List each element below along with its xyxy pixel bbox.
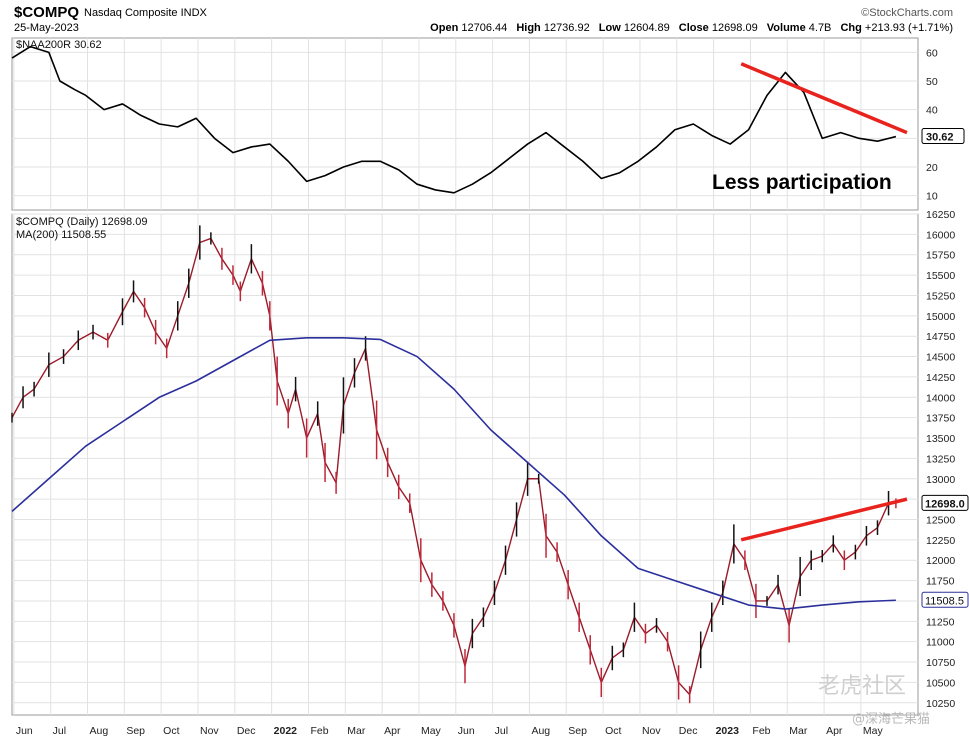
x-tick-label: Nov bbox=[200, 725, 219, 737]
x-tick-label: Dec bbox=[679, 725, 698, 737]
price-trendline bbox=[740, 497, 908, 542]
upper-y-tick-label: 40 bbox=[926, 105, 938, 117]
high-value: 12736.92 bbox=[543, 22, 590, 34]
x-tick-label: Feb bbox=[752, 725, 770, 737]
lower-y-tick-label: 12250 bbox=[926, 535, 955, 547]
close-label: Close bbox=[678, 22, 709, 34]
price-legend: $COMPQ (Daily) 12698.09 bbox=[16, 216, 147, 228]
chg-label: Chg bbox=[840, 22, 862, 34]
chg-value: +213.93 (+1.71%) bbox=[864, 22, 953, 34]
upper-y-tick-label: 20 bbox=[926, 162, 938, 174]
x-tick-label: Apr bbox=[384, 725, 401, 737]
x-tick-label: Jun bbox=[458, 725, 475, 737]
breadth-last-value: 30.62 bbox=[926, 132, 954, 144]
x-tick-label: Jul bbox=[53, 725, 66, 737]
lower-y-tick-label: 14500 bbox=[926, 352, 955, 364]
low-label: Low bbox=[598, 22, 621, 34]
upper-y-tick-label: 60 bbox=[926, 47, 938, 59]
upper-y-tick-label: 10 bbox=[926, 191, 938, 203]
x-tick-label: Aug bbox=[531, 725, 550, 737]
open-label: Open bbox=[430, 22, 459, 34]
ma200-last-value-box bbox=[921, 591, 969, 608]
price-last-value: 12698.0 bbox=[925, 498, 965, 510]
volume-label: Volume bbox=[766, 22, 806, 34]
lower-y-tick-label: 10250 bbox=[926, 698, 955, 710]
x-tick-label: Dec bbox=[237, 725, 256, 737]
lower-y-tick-label: 12000 bbox=[926, 555, 955, 567]
x-tick-label: Jun bbox=[16, 725, 33, 737]
lower-y-tick-label: 13750 bbox=[926, 413, 955, 425]
low-value: 12604.89 bbox=[623, 22, 670, 34]
close-value: 12698.09 bbox=[711, 22, 758, 34]
x-tick-label: May bbox=[863, 725, 884, 737]
lower-y-tick-label: 10500 bbox=[926, 677, 955, 689]
ohlc-summary: Open 12706.44 High 12736.92 Low 12604.89… bbox=[430, 22, 953, 34]
x-tick-label: Oct bbox=[163, 725, 179, 737]
x-tick-label: Mar bbox=[789, 725, 808, 737]
price-line bbox=[11, 237, 896, 696]
x-tick-label: May bbox=[421, 725, 442, 737]
breadth-trendline bbox=[740, 62, 908, 135]
x-tick-label: Mar bbox=[347, 725, 366, 737]
ma200-last-value: 11508.5 bbox=[925, 595, 964, 607]
lower-y-tick-label: 13000 bbox=[926, 474, 955, 486]
lower-y-tick-label: 15750 bbox=[926, 250, 955, 262]
lower-y-tick-label: 16000 bbox=[926, 229, 955, 241]
x-tick-label: Nov bbox=[642, 725, 661, 737]
lower-y-tick-label: 15250 bbox=[926, 290, 955, 302]
ma200-line bbox=[11, 337, 896, 610]
lower-y-tick-label: 14250 bbox=[926, 372, 955, 384]
less-participation-annotation: Less participation bbox=[712, 171, 892, 194]
ma200-legend: MA(200) 11508.55 bbox=[16, 229, 106, 241]
open-value: 12706.44 bbox=[461, 22, 508, 34]
lower-y-tick-label: 14000 bbox=[926, 392, 955, 404]
x-tick-label: 2022 bbox=[274, 725, 298, 737]
lower-y-tick-label: 16250 bbox=[926, 209, 955, 221]
breadth-line bbox=[11, 45, 897, 194]
lower-y-tick-label: 10750 bbox=[926, 657, 955, 669]
upper-y-tick-label: 50 bbox=[926, 76, 938, 88]
ticker-symbol: $COMPQ bbox=[14, 4, 80, 21]
company-name: Nasdaq Composite INDX bbox=[84, 7, 207, 19]
x-tick-label: Feb bbox=[310, 725, 328, 737]
volume-value: 4.7B bbox=[808, 22, 832, 34]
lower-y-tick-label: 11750 bbox=[926, 576, 955, 588]
x-tick-label: Sep bbox=[126, 725, 145, 737]
high-label: High bbox=[516, 22, 541, 34]
upper-panel-frame bbox=[11, 37, 919, 211]
lower-panel-frame bbox=[11, 213, 919, 716]
breadth-legend: $NAA200R 30.62 bbox=[16, 39, 102, 51]
lower-y-tick-label: 11250 bbox=[926, 616, 955, 628]
price-last-value-box bbox=[921, 494, 969, 511]
tiger-community-watermark: 老虎社区 bbox=[818, 674, 907, 699]
author-watermark: @深海芒果猫 bbox=[852, 712, 931, 727]
lower-y-tick-label: 13500 bbox=[926, 433, 955, 445]
lower-y-tick-label: 13250 bbox=[926, 453, 955, 465]
lower-y-tick-label: 12500 bbox=[926, 514, 955, 526]
stockcharts-watermark: ©StockCharts.com bbox=[861, 7, 953, 19]
chart-date: 25-May-2023 bbox=[14, 22, 79, 34]
breadth-last-value-box bbox=[921, 128, 965, 145]
x-tick-label: Jul bbox=[495, 725, 508, 737]
x-tick-label: Oct bbox=[605, 725, 621, 737]
x-tick-label: Aug bbox=[90, 725, 109, 737]
x-tick-label: 2023 bbox=[716, 725, 740, 737]
x-tick-label: Apr bbox=[826, 725, 843, 737]
x-tick-label: Sep bbox=[568, 725, 587, 737]
lower-y-tick-label: 15500 bbox=[926, 270, 955, 282]
lower-y-tick-label: 15000 bbox=[926, 311, 955, 323]
lower-y-tick-label: 11000 bbox=[926, 637, 955, 649]
lower-y-tick-label: 14750 bbox=[926, 331, 955, 343]
